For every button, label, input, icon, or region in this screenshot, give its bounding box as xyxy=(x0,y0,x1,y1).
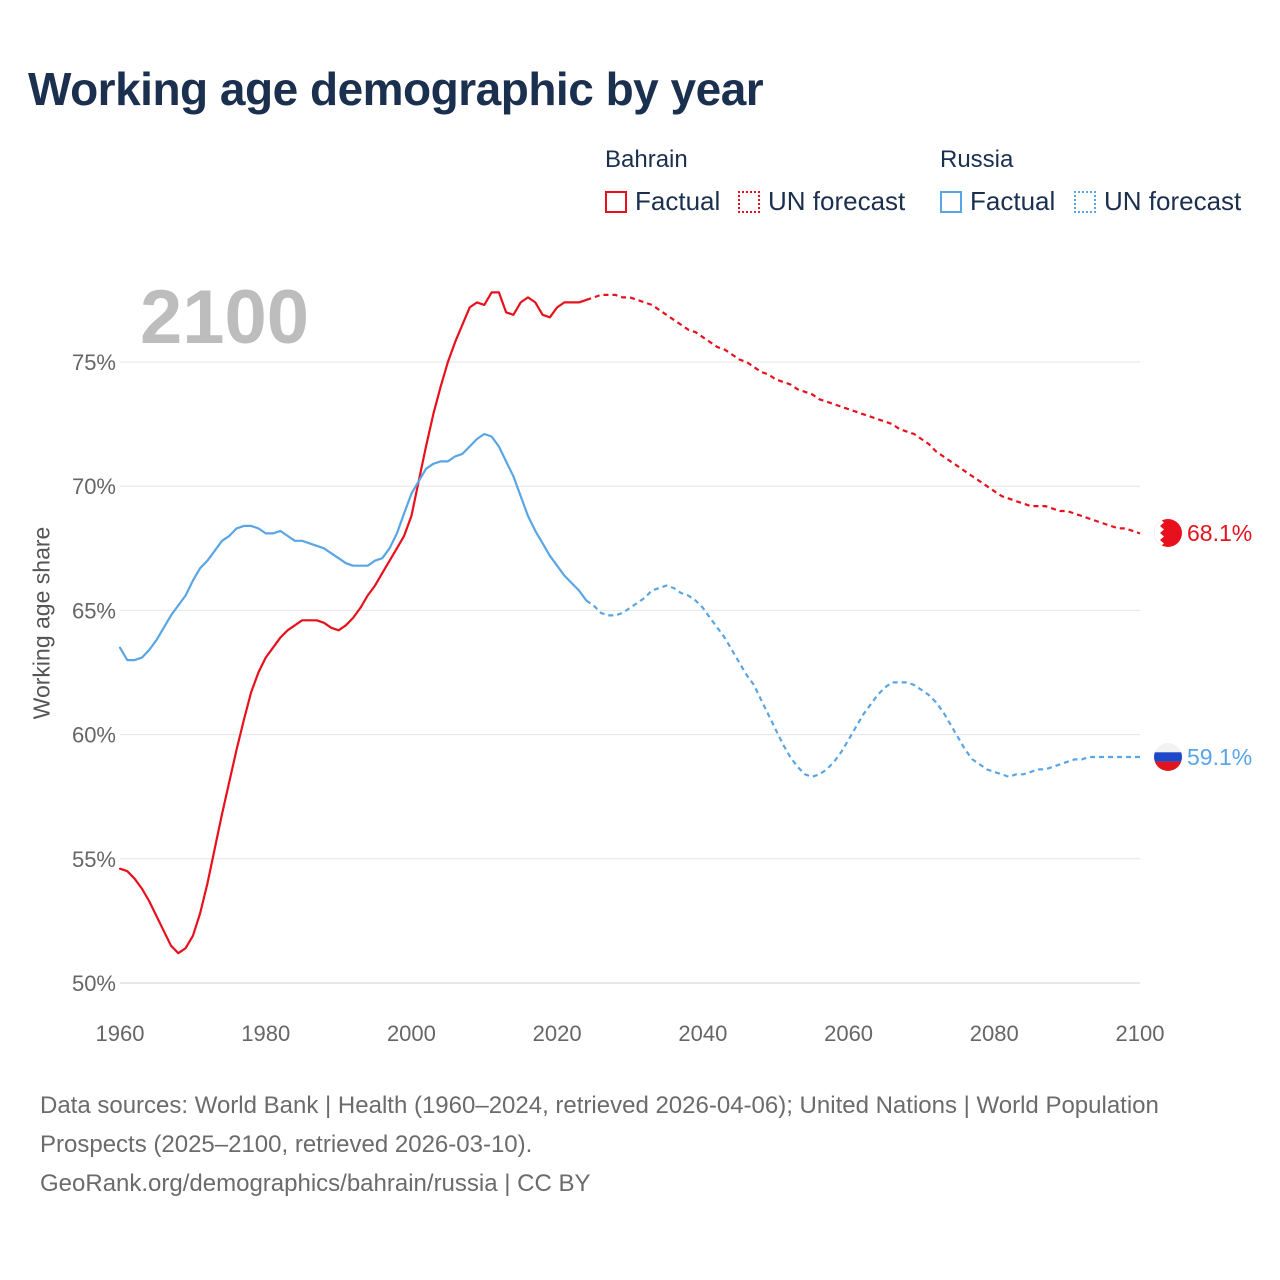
y-tick-label: 50% xyxy=(72,971,116,996)
x-tick-label: 2040 xyxy=(678,1021,727,1046)
y-axis-ticks: 50% 55% 60% 65% 70% 75% xyxy=(72,350,116,996)
x-tick-label: 2000 xyxy=(387,1021,436,1046)
legend-label: UN forecast xyxy=(1104,186,1242,216)
legend-swatch-dotted xyxy=(1074,190,1096,213)
x-tick-label: 2100 xyxy=(1116,1021,1165,1046)
legend-bahrain-forecast[interactable]: UN forecast xyxy=(738,186,905,217)
legend-group-russia: Russia xyxy=(940,146,1014,173)
y-tick-label: 70% xyxy=(72,474,116,499)
chart-title: Working age demographic by year xyxy=(28,63,764,115)
x-tick-label: 2020 xyxy=(533,1021,582,1046)
x-tick-label: 2060 xyxy=(824,1021,873,1046)
data-sources-text: Data sources: World Bank | Health (1960–… xyxy=(40,1092,1159,1158)
legend-bahrain-factual[interactable]: Factual xyxy=(605,186,720,217)
russia-factual-line xyxy=(118,432,588,662)
x-tick-label: 2080 xyxy=(970,1021,1019,1046)
y-tick-label: 75% xyxy=(72,350,116,375)
x-tick-label: 1960 xyxy=(96,1021,145,1046)
legend-group-bahrain: Bahrain xyxy=(605,146,688,173)
legend-russia-factual[interactable]: Factual xyxy=(940,186,1055,217)
russia-end-value-label: 59.1% xyxy=(1187,744,1252,770)
x-axis-ticks: 1960 1980 2000 2020 2040 2060 2080 2100 xyxy=(96,1021,1165,1046)
series-lines xyxy=(118,291,1141,955)
russia-flag-icon xyxy=(1154,743,1182,771)
legend-swatch-dotted xyxy=(738,190,760,213)
russia-forecast-line xyxy=(585,584,1140,778)
legend-label: Factual xyxy=(970,186,1056,216)
legend-swatch-solid xyxy=(940,190,962,213)
y-tick-label: 60% xyxy=(72,723,116,748)
grid-lines xyxy=(120,361,1140,984)
legend-swatch-solid xyxy=(605,190,627,213)
legend-label: UN forecast xyxy=(768,186,906,216)
bahrain-forecast-line xyxy=(585,293,1141,535)
y-tick-label: 65% xyxy=(72,598,116,623)
y-tick-label: 55% xyxy=(72,847,116,872)
current-year-label: 2100 xyxy=(140,275,310,360)
footer: Data sources: World Bank | Health (1960–… xyxy=(40,1086,1180,1203)
x-tick-label: 1980 xyxy=(241,1021,290,1046)
legend-label: Factual xyxy=(635,186,721,216)
legend-russia-forecast[interactable]: UN forecast xyxy=(1074,186,1241,217)
bahrain-end-value-label: 68.1% xyxy=(1187,520,1252,546)
bahrain-factual-line xyxy=(118,291,588,955)
attribution-link[interactable]: GeoRank.org/demographics/bahrain/russia … xyxy=(40,1170,591,1197)
bahrain-flag-icon xyxy=(1154,519,1182,547)
line-chart: 50% 55% 60% 65% 70% 75% 1960 1980 2000 2020 2040 2… xyxy=(72,291,1252,1046)
